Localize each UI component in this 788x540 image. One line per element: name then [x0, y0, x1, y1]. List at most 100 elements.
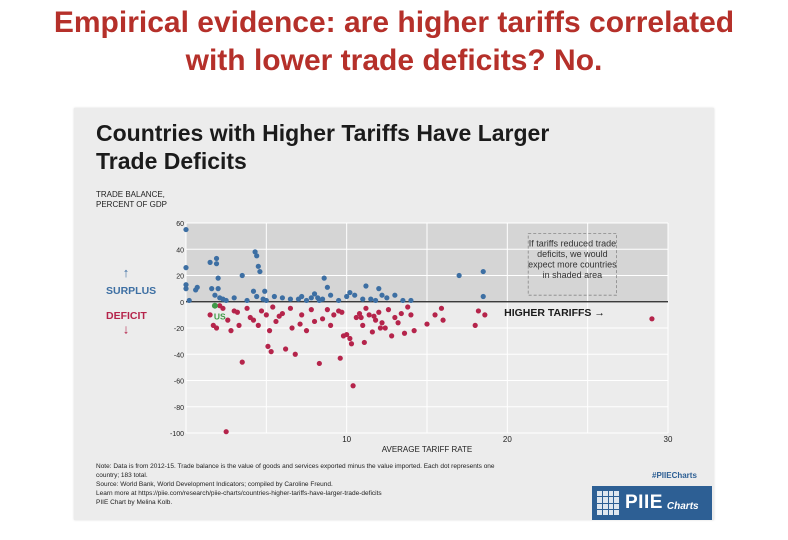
y-tick-label: -60	[174, 379, 184, 386]
deficit-point	[324, 307, 330, 313]
scatter-plot: 60 40 20 0 -20 -40 -60 -80 -100 10 20 30 AVERAGE TAR…	[106, 221, 673, 454]
deficit-point	[266, 328, 273, 334]
surplus-point	[223, 297, 229, 304]
deficit-point	[236, 322, 242, 328]
deficit-point	[475, 308, 482, 314]
x-tick-label: 20	[503, 435, 512, 444]
deficit-point	[250, 317, 257, 323]
annotation-text: expect more countries	[528, 260, 617, 270]
deficit-point	[207, 312, 213, 318]
surplus-point	[213, 261, 220, 267]
surplus-point	[257, 268, 263, 275]
deficit-point	[328, 322, 334, 328]
deficit-point	[303, 328, 310, 334]
note-line: Note: Data is from 2012-15. Trade balanc…	[96, 463, 495, 470]
surplus-point	[400, 297, 406, 304]
y-tick-label: 60	[176, 221, 184, 228]
deficit-point	[438, 305, 445, 311]
deficit-point	[366, 312, 372, 318]
surplus-point	[336, 297, 342, 304]
surplus-point	[347, 289, 353, 296]
deficit-point	[339, 309, 345, 315]
surplus-point	[209, 286, 215, 292]
surplus-point	[456, 272, 462, 279]
deficit-point	[411, 328, 417, 334]
deficit-label: DEFICIT	[106, 310, 147, 322]
deficit-point	[389, 333, 395, 339]
deficit-point	[292, 351, 298, 357]
surplus-point	[271, 293, 277, 300]
deficit-point	[270, 304, 276, 310]
deficit-point	[395, 320, 401, 326]
deficit-point	[316, 360, 322, 367]
surplus-point	[379, 292, 385, 298]
deficit-point	[358, 314, 364, 321]
note-line: country; 183 total.	[96, 472, 148, 479]
y-tick-label: -20	[174, 326, 184, 333]
deficit-point	[432, 312, 438, 318]
chart-card: Countries with Higher Tariffs Have Large…	[74, 108, 714, 520]
deficit-point	[382, 325, 388, 331]
deficit-point	[353, 314, 359, 321]
surplus-point	[215, 286, 221, 292]
surplus-point	[344, 293, 350, 300]
logo-text: PIIE	[625, 492, 663, 513]
deficit-point	[268, 349, 274, 355]
surplus-point	[183, 286, 189, 292]
surplus-point	[255, 263, 261, 269]
y-tick-label: 20	[176, 274, 184, 281]
deficit-point	[649, 316, 655, 322]
deficit-point	[223, 429, 229, 435]
surplus-point	[212, 292, 218, 298]
surplus-point	[321, 275, 327, 281]
surplus-point	[324, 284, 330, 290]
surplus-point	[239, 272, 245, 279]
deficit-point	[299, 312, 305, 318]
surplus-point	[231, 295, 237, 301]
surplus-point	[183, 226, 189, 233]
deficit-point	[360, 322, 366, 328]
surplus-point	[352, 292, 358, 298]
deficit-point	[319, 316, 326, 322]
deficit-point	[377, 325, 384, 331]
annotation-text: deficits, we would	[537, 249, 608, 259]
deficit-point	[228, 328, 234, 334]
deficit-point	[356, 310, 363, 317]
surplus-point	[392, 292, 398, 298]
deficit-point	[308, 307, 314, 313]
slide-title: Empirical evidence: are higher tariffs c…	[0, 4, 788, 80]
surplus-point	[193, 287, 199, 293]
deficit-point	[361, 339, 367, 346]
surplus-point	[250, 288, 257, 294]
deficit-point	[405, 304, 411, 310]
surplus-point	[263, 297, 269, 304]
y-tick-label: 40	[176, 247, 184, 254]
hashtag: #PIIECharts	[652, 471, 697, 480]
surplus-point	[215, 275, 221, 281]
surplus-point	[376, 286, 382, 292]
deficit-point	[379, 320, 385, 326]
slide-title-line1: Empirical evidence: are higher tariffs c…	[53, 6, 735, 39]
surplus-point	[372, 297, 379, 304]
deficit-point	[331, 312, 337, 318]
deficit-point	[273, 318, 279, 325]
deficit-point	[263, 312, 269, 318]
surplus-point	[308, 295, 314, 301]
deficit-point	[385, 307, 392, 313]
surplus-point	[244, 297, 250, 304]
deficit-point	[369, 329, 375, 335]
surplus-point	[363, 283, 369, 289]
deficit-point	[255, 322, 261, 328]
surplus-arrow-icon: ↑	[123, 265, 130, 280]
deficit-point	[371, 313, 377, 319]
surplus-point	[262, 288, 268, 294]
deficit-point	[344, 331, 350, 338]
y-axis-label-line1: TRADE BALANCE,	[96, 190, 165, 199]
deficit-point	[311, 318, 318, 325]
piie-logo: PIIE Charts	[592, 486, 712, 520]
y-tick-label: -100	[170, 431, 184, 438]
surplus-point	[408, 297, 414, 304]
deficit-point	[239, 359, 245, 365]
surplus-point	[279, 295, 285, 301]
surplus-point	[213, 255, 220, 262]
